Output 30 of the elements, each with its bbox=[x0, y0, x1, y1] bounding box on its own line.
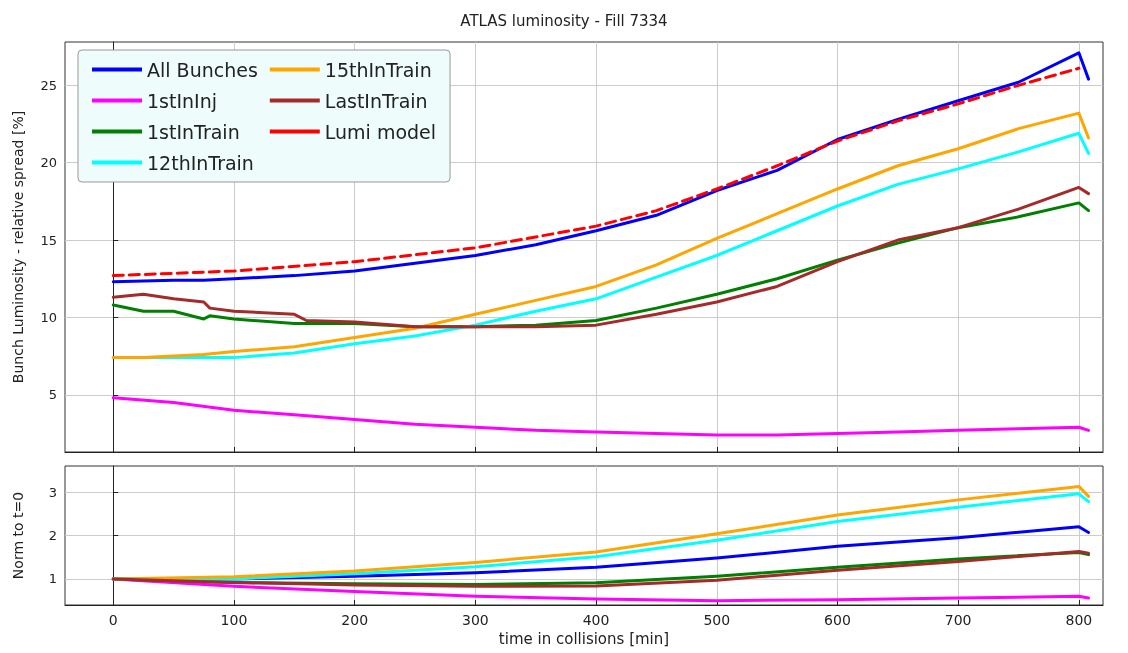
y-tick-label: 3 bbox=[48, 484, 57, 500]
x-tick-label: 500 bbox=[703, 612, 731, 628]
chart-title: ATLAS luminosity - Fill 7334 bbox=[460, 11, 668, 30]
x-axis-title: time in collisions [min] bbox=[498, 630, 670, 649]
x-tick-label: 300 bbox=[462, 612, 489, 628]
y-tick-label: 15 bbox=[40, 232, 57, 248]
x-tick-label: 400 bbox=[582, 612, 610, 628]
y-tick-label: 2 bbox=[48, 528, 57, 543]
legend-label: 15thInTrain bbox=[324, 58, 432, 81]
y-tick-label: 20 bbox=[40, 155, 57, 171]
x-tick-label: 800 bbox=[1065, 612, 1093, 628]
legend-label: 1stInTrain bbox=[147, 120, 240, 143]
y-axis-title: Bunch Luminosity - relative spread [%] bbox=[10, 110, 26, 384]
line-series bbox=[111, 396, 1091, 437]
y-axis-title: Norm to t=0 bbox=[10, 491, 26, 580]
line-series bbox=[111, 577, 1091, 603]
legend-label: Lumi model bbox=[324, 120, 437, 143]
legend-label: All Bunches bbox=[147, 58, 258, 81]
x-tick-label: 700 bbox=[944, 612, 972, 628]
y-tick-label: 5 bbox=[48, 387, 57, 403]
x-tick-label: 600 bbox=[824, 612, 851, 628]
y-tick-label: 10 bbox=[40, 309, 57, 325]
x-tick-label: 200 bbox=[341, 612, 369, 628]
x-tick-label: 100 bbox=[220, 612, 248, 628]
y-tick-label: 1 bbox=[48, 571, 57, 587]
legend-label: 1stInInj bbox=[147, 89, 218, 112]
y-tick-label: 25 bbox=[40, 77, 57, 93]
legend-label: LastInTrain bbox=[324, 89, 428, 112]
legend-label: 12thInTrain bbox=[147, 151, 254, 174]
x-tick-label: 0 bbox=[108, 612, 118, 628]
